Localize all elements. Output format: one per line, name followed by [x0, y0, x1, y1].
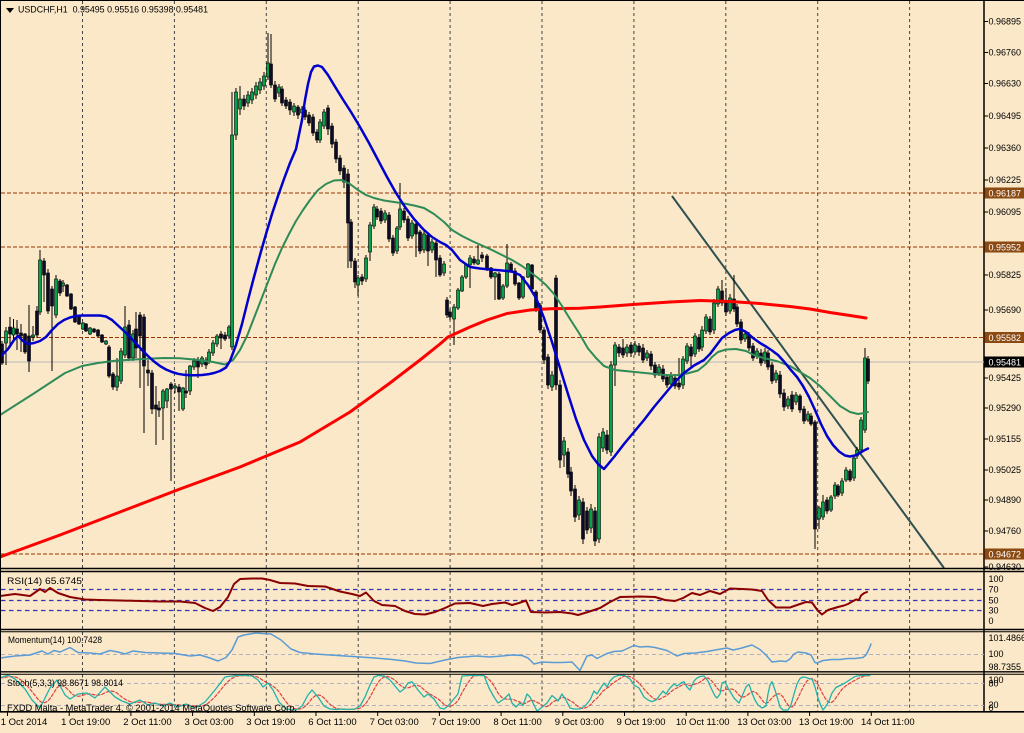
svg-text:0.95825: 0.95825: [989, 270, 1022, 280]
svg-text:0.94760: 0.94760: [989, 526, 1022, 536]
svg-text:0.96895: 0.96895: [989, 17, 1022, 27]
svg-text:1 Oct 19:00: 1 Oct 19:00: [61, 717, 110, 728]
svg-text:14 Oct 11:00: 14 Oct 11:00: [861, 717, 915, 728]
svg-text:20: 20: [989, 700, 999, 710]
svg-text:0.95952: 0.95952: [989, 243, 1022, 253]
svg-text:101.4866: 101.4866: [989, 633, 1024, 643]
svg-text:0.96187: 0.96187: [989, 189, 1022, 199]
svg-text:7 Oct 19:00: 7 Oct 19:00: [431, 717, 480, 728]
svg-text:10 Oct 11:00: 10 Oct 11:00: [676, 717, 730, 728]
svg-text:0.95690: 0.95690: [989, 305, 1022, 315]
svg-text:0.95582: 0.95582: [989, 333, 1022, 343]
svg-text:13 Oct 19:00: 13 Oct 19:00: [799, 717, 853, 728]
svg-text:13 Oct 03:00: 13 Oct 03:00: [737, 717, 791, 728]
svg-text:98.7355: 98.7355: [989, 662, 1022, 672]
svg-text:2 Oct 11:00: 2 Oct 11:00: [123, 717, 171, 728]
svg-text:0.95155: 0.95155: [989, 434, 1022, 444]
svg-text:100: 100: [989, 649, 1004, 659]
svg-text:Stoch(5,3,3) 98.8671 98.8014: Stoch(5,3,3) 98.8671 98.8014: [7, 678, 123, 689]
svg-text:0.96630: 0.96630: [989, 79, 1022, 89]
svg-text:Momentum(14) 100.7428: Momentum(14) 100.7428: [8, 635, 102, 646]
svg-text:RSI(14) 65.6745: RSI(14) 65.6745: [7, 576, 82, 587]
svg-text:50: 50: [989, 596, 999, 606]
svg-text:0: 0: [989, 616, 994, 626]
svg-text:100: 100: [989, 675, 1004, 685]
svg-text:USDCHF,H1 0.95495 0.95516 0.9: USDCHF,H1 0.95495 0.95516 0.95398 0.9548…: [18, 5, 208, 16]
svg-text:6 Oct 11:00: 6 Oct 11:00: [308, 717, 356, 728]
svg-text:0.94630: 0.94630: [989, 562, 1022, 572]
svg-text:0: 0: [989, 703, 994, 713]
svg-text:3 Oct 03:00: 3 Oct 03:00: [185, 717, 234, 728]
svg-text:0.94672: 0.94672: [989, 550, 1022, 560]
svg-text:8 Oct 11:00: 8 Oct 11:00: [493, 717, 541, 728]
svg-text:0.96495: 0.96495: [989, 111, 1022, 121]
svg-text:0.96360: 0.96360: [989, 143, 1022, 153]
svg-text:1 Oct 2014: 1 Oct 2014: [1, 717, 47, 728]
svg-text:0.95425: 0.95425: [989, 373, 1022, 383]
svg-text:0.95481: 0.95481: [989, 358, 1022, 368]
svg-text:0.95025: 0.95025: [989, 465, 1022, 475]
svg-text:80: 80: [989, 679, 999, 689]
svg-text:9 Oct 19:00: 9 Oct 19:00: [616, 717, 665, 728]
svg-text:100: 100: [989, 574, 1004, 584]
svg-text:9 Oct 03:00: 9 Oct 03:00: [555, 717, 604, 728]
svg-text:0.94890: 0.94890: [989, 495, 1022, 505]
svg-text:0.96760: 0.96760: [989, 48, 1022, 58]
svg-text:3 Oct 19:00: 3 Oct 19:00: [246, 717, 295, 728]
svg-text:FXDD Malta - MetaTrader 4, © 2: FXDD Malta - MetaTrader 4, © 2001-2014 M…: [7, 703, 297, 714]
svg-text:7 Oct 03:00: 7 Oct 03:00: [370, 717, 419, 728]
svg-text:30: 30: [989, 606, 999, 616]
svg-text:0.96225: 0.96225: [989, 175, 1022, 185]
svg-text:70: 70: [989, 585, 999, 595]
svg-text:0.96095: 0.96095: [989, 207, 1022, 217]
svg-text:0.95290: 0.95290: [989, 403, 1022, 413]
